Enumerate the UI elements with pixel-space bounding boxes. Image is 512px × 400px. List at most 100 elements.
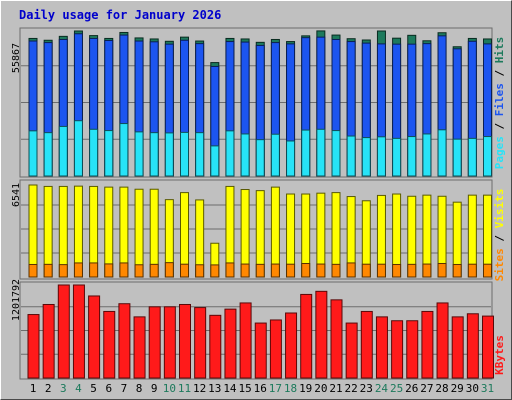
day-label: 23 [360,382,373,395]
day-label: 1 [30,382,37,395]
visits-panel: 6541 Sites / Visits [11,179,506,281]
sites-bar [104,263,114,278]
day-label: 8 [136,382,143,395]
pages-bar [346,135,356,177]
day-label: 3 [60,382,67,395]
pages-bar [422,133,432,177]
kbytes-bar [421,310,434,379]
kbytes-bar [375,316,388,379]
pages-bar [180,131,189,177]
sites-bar [89,262,99,278]
kbytes-bar [179,303,191,379]
pages-bar [376,136,386,177]
sites-bar [240,263,250,278]
pages-bar [104,130,114,177]
kbytes-bar [239,302,252,379]
sites-bar [392,263,402,278]
day-label: 31 [481,382,494,395]
hits-panel: 55867 Pages / Files / Hits [11,27,506,178]
pages-bar [89,128,99,177]
legend-sep-1: / [493,123,506,130]
kbytes-bar [27,314,40,379]
kbytes-bar [103,310,116,379]
kbytes-bar [315,290,328,379]
kbytes-bar [285,312,298,379]
day-label: 25 [390,382,403,395]
kbytes-bar [436,302,449,379]
kbytes-bar [224,308,237,379]
day-label: 22 [345,382,358,395]
kbytes-bar [57,284,70,379]
sites-bar [149,263,159,278]
sites-bar [437,262,447,278]
sites-bar [346,262,356,278]
sites-bar [301,262,311,278]
day-label: 16 [254,382,267,395]
kbytes-bar [42,303,55,379]
sites-bar [270,263,280,278]
kbytes-bar [466,313,479,379]
sites-bar [361,263,371,278]
kbytes-bar [118,303,131,379]
pages-bar [195,132,205,177]
visits-bar [134,188,144,278]
sites-bar [255,263,265,278]
visits-bar [58,185,68,278]
pages-bar [483,136,492,177]
day-label: 18 [284,382,297,395]
pages-bar [164,132,174,177]
pages-bar [301,129,311,177]
pages-bar [286,140,296,177]
day-label: 5 [90,382,97,395]
day-label: 11 [178,382,191,395]
sites-bar [180,263,189,278]
kbytes-bar [360,310,373,379]
sites-bar [195,264,205,278]
kbytes-bar [133,316,146,379]
pages-bar [437,129,447,177]
pages-bar [134,131,144,177]
pages-bar [316,128,326,177]
legend-sep-3: / [493,235,506,242]
kbytes-bar [72,284,85,379]
pages-bar [392,137,402,177]
day-label: 29 [451,382,464,395]
kbytes-bar [391,320,404,379]
legend-sep-2: / [493,70,506,77]
pages-bar [407,136,417,177]
day-label: 30 [466,382,479,395]
kbytes-bar [482,315,494,379]
sites-bar [467,263,477,278]
day-label: 14 [223,382,237,395]
day-label: 2 [45,382,52,395]
kbytes-bar [330,299,343,379]
visits-ymax-label: 6541 [11,183,22,207]
sites-bar [134,264,144,278]
sites-bar [316,263,326,278]
sites-bar [452,263,462,278]
sites-bar [286,263,296,278]
visits-bar [43,185,53,278]
day-label: 7 [121,382,128,395]
day-label: 24 [375,382,389,395]
day-label: 4 [75,382,82,395]
day-label: 13 [208,382,221,395]
pages-bar [28,130,38,177]
legend-kbytes: KBytes [493,335,506,375]
pages-bar [452,138,462,177]
day-label: 15 [238,382,251,395]
pages-bar [361,137,371,177]
visits-bar [149,188,159,278]
pages-bar [270,133,280,177]
day-label: 19 [299,382,312,395]
day-label: 6 [105,382,112,395]
day-label: 10 [163,382,176,395]
day-label: 26 [405,382,418,395]
visits-bar [28,184,38,278]
day-label: 27 [420,382,433,395]
legend-sites: Sites [493,248,506,281]
pages-bar [58,125,68,177]
kbytes-bar [254,322,267,379]
sites-bar [28,263,38,278]
pages-bar [43,132,53,177]
